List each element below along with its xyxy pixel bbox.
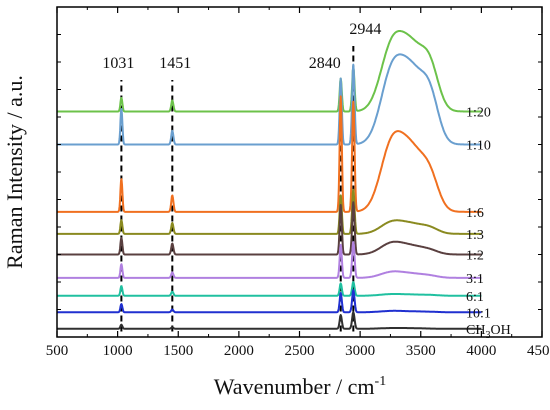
series-label-text: 6:1 <box>466 290 484 305</box>
series-label-3: 1:3 <box>466 228 484 243</box>
series-line-2 <box>56 95 482 213</box>
x-tick-label: 1000 <box>103 343 133 359</box>
y-axis-label: Raman Intensity / a.u. <box>2 75 27 269</box>
series-label-2: 1:6 <box>466 206 484 221</box>
series-label-text: 1:2 <box>466 249 484 264</box>
series-line-8 <box>56 311 482 330</box>
peak-marker-lines <box>120 46 355 332</box>
series-label-text: 1:3 <box>466 228 484 243</box>
series-line-0 <box>56 30 482 113</box>
series-label-0: 1:20 <box>466 106 491 121</box>
series-label-subscript: 3 <box>485 330 490 341</box>
peak-label-2944: 2944 <box>349 21 381 38</box>
series-label-text: 1:10 <box>466 139 491 154</box>
series-label-tail: OH <box>490 323 510 338</box>
series-line-4 <box>56 201 482 256</box>
peak-label-1451: 1451 <box>159 55 191 72</box>
x-axis-label: Wavenumber / cm-1 <box>214 374 386 399</box>
series-line-5 <box>56 241 482 279</box>
peak-labels: 1031 1451 2840 2944 <box>102 21 381 72</box>
x-tick-label: 4000 <box>466 343 496 359</box>
series-line-3 <box>56 188 482 235</box>
x-axis-label-main: Wavenumber / cm <box>214 374 375 399</box>
series-line-6 <box>56 281 482 297</box>
y-axis-ticks <box>57 34 542 310</box>
x-tick-label: 500 <box>46 343 69 359</box>
series-lines <box>56 30 482 330</box>
peak-label-1031: 1031 <box>102 55 134 72</box>
series-line-7 <box>56 289 482 314</box>
series-label-6: 6:1 <box>466 290 484 305</box>
plot-frame <box>56 6 543 338</box>
series-line-1 <box>56 53 482 146</box>
series-label-7: 10:1 <box>466 306 491 321</box>
series-label-1: 1:10 <box>466 139 491 154</box>
x-tick-label: 2500 <box>285 343 315 359</box>
series-label-text: 1:20 <box>466 106 491 121</box>
x-tick-label: 1500 <box>163 343 193 359</box>
x-tick-label: 3500 <box>406 343 436 359</box>
series-label-text: 3:1 <box>466 272 484 287</box>
series-label-4: 1:2 <box>466 249 484 264</box>
series-label-8: CH3OH <box>466 323 511 341</box>
x-tick-label: 3000 <box>345 343 375 359</box>
series-label-text: 1:6 <box>466 206 484 221</box>
x-tick-label: 2000 <box>224 343 254 359</box>
x-axis-label-sup: -1 <box>375 374 387 389</box>
series-labels: 1:20 1:10 1:6 1:3 1:2 3:1 6:110:1 CH3OH <box>466 106 511 341</box>
series-label-text: CH <box>466 323 485 338</box>
peak-label-2840: 2840 <box>309 55 341 72</box>
series-label-5: 3:1 <box>466 272 484 287</box>
series-label-text: 10:1 <box>466 306 491 321</box>
